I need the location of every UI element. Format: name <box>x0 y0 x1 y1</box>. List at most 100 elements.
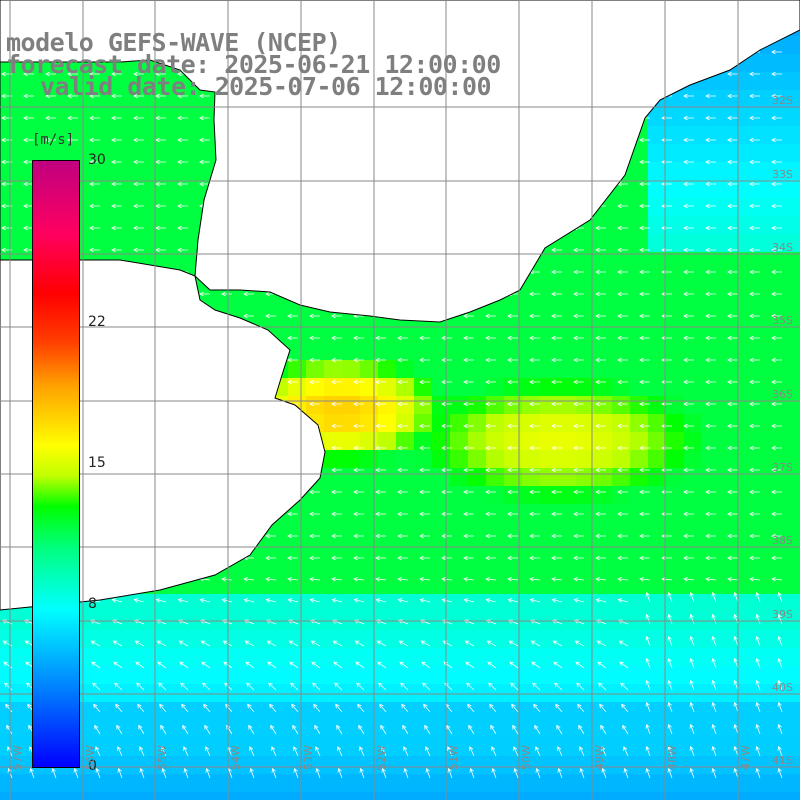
wind-arrow <box>727 313 738 319</box>
wind-arrow <box>689 745 695 757</box>
field-cell <box>774 216 793 235</box>
field-cell <box>378 576 397 595</box>
field-cell <box>648 216 667 235</box>
wind-arrow <box>135 661 145 669</box>
field-cell <box>180 180 199 199</box>
field-cell <box>684 90 703 109</box>
field-cell <box>684 234 703 253</box>
wind-arrow <box>639 467 650 473</box>
field-cell <box>468 378 487 397</box>
wind-arrow <box>576 682 585 691</box>
field-cell <box>792 306 800 325</box>
wind-arrow <box>199 93 210 99</box>
wind-arrow <box>661 401 672 407</box>
wind-arrow <box>425 746 431 757</box>
field-cell <box>378 342 397 361</box>
wind-arrow <box>133 247 144 253</box>
field-cell <box>108 684 127 703</box>
wind-arrow <box>771 291 782 297</box>
wind-arrow <box>727 489 738 495</box>
field-cell <box>774 720 793 739</box>
field-cell <box>486 540 505 559</box>
field-cell <box>594 666 613 685</box>
field-cell <box>288 360 307 379</box>
wind-arrow <box>507 555 518 561</box>
field-cell <box>90 648 109 667</box>
field-cell <box>612 702 631 721</box>
field-cell <box>576 702 595 721</box>
wind-arrow <box>381 767 387 779</box>
field-cell <box>288 792 307 800</box>
field-cell <box>792 648 800 667</box>
wind-arrow <box>595 225 606 231</box>
wind-arrow <box>287 598 299 603</box>
field-cell <box>180 648 199 667</box>
wind-arrow <box>309 533 320 539</box>
wind-arrow <box>661 555 672 561</box>
field-cell <box>360 396 379 415</box>
field-cell <box>36 108 55 127</box>
field-cell <box>720 450 739 469</box>
title-valid-date: valid date: 2025-07-06 12:00:00 <box>40 72 492 101</box>
field-cell <box>324 396 343 415</box>
field-cell <box>792 144 800 163</box>
field-cell <box>378 396 397 415</box>
field-cell <box>702 666 721 685</box>
field-cell <box>414 720 433 739</box>
field-cell <box>90 108 109 127</box>
field-cell <box>666 216 685 235</box>
field-cell <box>522 288 541 307</box>
wind-arrow <box>733 701 739 713</box>
field-cell <box>648 126 667 145</box>
field-cell <box>594 216 613 235</box>
field-cell <box>36 144 55 163</box>
field-cell <box>720 792 739 800</box>
field-cell <box>198 738 217 757</box>
field-cell <box>594 540 613 559</box>
wind-arrow <box>243 313 254 319</box>
wind-arrow <box>667 701 673 713</box>
wind-arrow <box>617 423 628 429</box>
wind-arrow <box>771 71 782 77</box>
field-cell <box>432 774 451 793</box>
field-cell <box>180 126 199 145</box>
field-cell <box>288 594 307 613</box>
field-cell <box>558 630 577 649</box>
field-cell <box>612 306 631 325</box>
field-cell <box>216 774 235 793</box>
wind-arrow <box>507 335 518 341</box>
field-cell <box>270 648 289 667</box>
wind-arrow <box>161 746 167 757</box>
wind-arrow <box>177 137 188 143</box>
wind-arrow <box>443 661 453 669</box>
field-cell <box>342 540 361 559</box>
wind-arrow <box>529 533 540 539</box>
field-cell <box>774 576 793 595</box>
field-cell <box>558 792 577 800</box>
wind-arrow <box>441 511 452 517</box>
field-cell <box>396 432 415 451</box>
wind-arrow <box>463 335 474 341</box>
field-cell <box>522 468 541 487</box>
wind-arrow <box>425 767 431 779</box>
lon-label: 55W <box>156 745 169 770</box>
field-cell <box>648 144 667 163</box>
field-cell <box>666 558 685 577</box>
field-cell <box>684 540 703 559</box>
wind-arrow <box>639 203 650 209</box>
wind-arrow <box>552 640 563 647</box>
wind-arrow <box>529 576 541 582</box>
wind-arrow <box>155 225 166 231</box>
wind-arrow <box>485 401 496 407</box>
field-cell <box>738 594 757 613</box>
field-cell <box>702 648 721 667</box>
wind-arrow <box>403 767 409 779</box>
field-cell <box>450 468 469 487</box>
field-cell <box>720 342 739 361</box>
wind-arrow <box>246 682 255 691</box>
wind-arrow <box>90 640 101 647</box>
field-cell <box>540 558 559 577</box>
wind-arrow <box>447 746 453 757</box>
field-cell <box>414 756 433 775</box>
field-cell <box>684 792 703 800</box>
